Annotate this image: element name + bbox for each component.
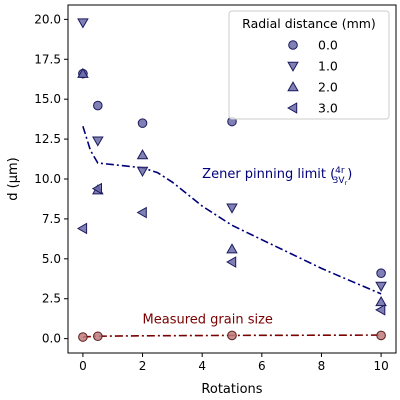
y-tick-label: 7.5 [42,212,61,226]
x-tick-label: 8 [318,359,326,373]
data-point-series-3 [226,256,237,268]
legend-marker [288,40,298,50]
x-tick-label: 10 [373,359,388,373]
y-tick-label: 15.0 [34,92,61,106]
x-axis-ticks: 0 2 4 6 8 10 [79,353,389,373]
y-axis-label: d (μm) [6,157,21,200]
grain-size-annotation: Measured grain size [143,312,273,327]
y-tick-label: 12.5 [34,132,61,146]
data-point-series-2 [136,149,149,160]
legend-label: 1.0 [318,59,338,74]
x-axis-label: Rotations [201,382,262,397]
zener-fraction-subscript: r [345,179,348,187]
grain-size-point [376,330,386,341]
data-point-series-0 [93,100,103,111]
data-point-series-3 [76,222,88,235]
annotation-layer: Zener pinning limit (4r 3Vr) Measured gra… [143,166,353,327]
data-point-series-3 [136,206,147,219]
zener-line-layer [82,126,382,295]
data-point-series-3 [91,182,102,195]
zener-fraction-denominator: 3V [333,176,346,186]
x-tick-label: 4 [198,359,206,373]
data-point-series-2 [77,67,89,78]
grain-size-curve [82,334,382,338]
grain-size-point [78,332,88,342]
y-tick-label: 5.0 [42,252,61,266]
data-point-series-1 [136,166,149,178]
y-tick-label: 17.5 [34,52,61,66]
zener-fraction-numerator: 4r [335,166,345,176]
x-tick-label: 0 [79,359,87,373]
legend-marker [287,81,299,92]
y-tick-label: 2.5 [42,292,61,306]
data-point-series-1 [77,18,89,29]
legend: Radial distance (mm) 0.0 1.0 2.0 3.0 [228,10,390,120]
x-tick-label: 6 [258,359,266,373]
legend-label: 0.0 [318,38,338,53]
legend-label: 3.0 [318,101,338,116]
zener-annotation-suffix: ) [347,167,352,182]
y-axis-ticks: 0.0 2.5 5.0 7.5 10.0 12.5 15.0 17.5 20.0 [34,12,68,346]
data-point-series-3 [375,304,386,316]
x-tick-label: 2 [139,359,147,373]
legend-entries: 0.0 1.0 2.0 3.0 [287,38,338,116]
zener-annotation: Zener pinning limit (4r 3Vr) [202,166,352,187]
legend-marker [287,61,299,72]
legend-marker [287,102,298,114]
data-point-series-1 [92,136,104,147]
data-point-series-0 [376,268,386,278]
grain-line-layer [82,334,382,338]
grain-size-point [93,331,103,342]
data-point-series-1 [226,203,238,214]
legend-title: Radial distance (mm) [242,16,376,31]
y-tick-label: 20.0 [34,12,61,26]
legend-label: 2.0 [318,80,338,95]
y-tick-label: 0.0 [42,332,61,346]
legend-box [228,10,390,120]
data-point-series-2 [375,295,387,307]
zener-annotation-text: Zener pinning limit ( [202,167,335,182]
data-point-series-1 [375,281,387,292]
data-point-series-2 [226,243,238,254]
points-layer [76,18,387,342]
zener-pinning-curve [82,126,382,295]
data-point-series-0 [137,118,148,128]
grain-size-point [227,330,237,341]
y-tick-label: 10.0 [34,172,61,186]
